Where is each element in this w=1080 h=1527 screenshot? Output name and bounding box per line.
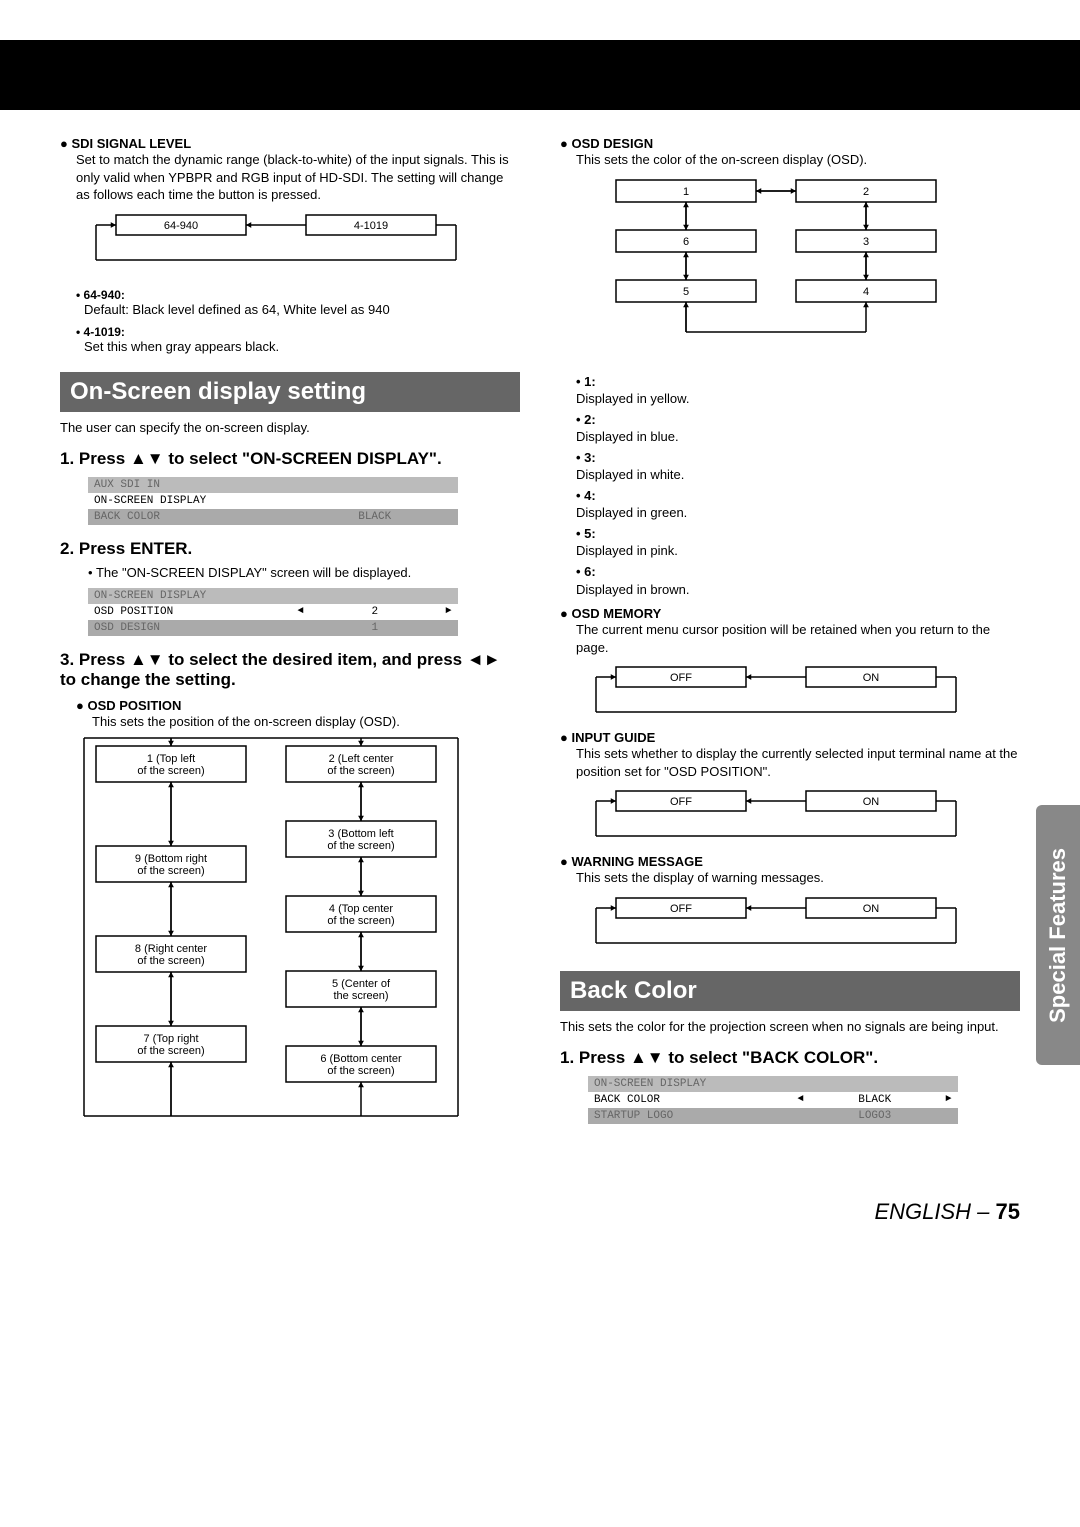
warning-message-diagram: OFF ON [576,893,1020,953]
svg-text:1 (Top left: 1 (Top left [147,753,195,765]
side-tab-label: Special Features [1045,848,1071,1023]
svg-text:6: 6 [683,236,689,248]
svg-text:2 (Left center: 2 (Left center [329,753,394,765]
osd-color-list: • 1:Displayed in yellow.• 2:Displayed in… [576,373,1020,599]
section-onscreen-display: On-Screen display setting [60,372,520,412]
section-back-color: Back Color [560,971,1020,1011]
footer: ENGLISH – 75 [60,1199,1020,1225]
svg-text:of the screen): of the screen) [327,840,394,852]
step2: 2. Press ENTER. [60,539,520,559]
back-color-intro: This sets the color for the projection s… [560,1019,1020,1034]
svg-text:of the screen): of the screen) [137,955,204,967]
osd-design-body: This sets the color of the on-screen dis… [576,151,1020,169]
svg-text:1: 1 [683,186,689,198]
svg-text:3: 3 [863,236,869,248]
opt2-desc: Set this when gray appears black. [84,339,520,354]
warning-message-body: This sets the display of warning message… [576,869,1020,887]
sdi-flow-diagram: 64-940 4-1019 [76,210,520,280]
svg-text:OFF: OFF [670,672,692,684]
back-color-step1: 1. Press ▲▼ to select "BACK COLOR". [560,1048,1020,1068]
osd-position-header: OSD POSITION [76,698,520,713]
osd-position-diagram: 1 (Top leftof the screen)9 (Bottom right… [76,736,520,1169]
svg-text:5 (Center of: 5 (Center of [332,978,391,990]
input-guide-header: INPUT GUIDE [560,730,1020,745]
svg-text:OFF: OFF [670,796,692,808]
svg-text:9 (Bottom right: 9 (Bottom right [135,853,207,865]
menu-table-1: AUX SDI INON-SCREEN DISPLAYBACK COLORBLA… [88,477,458,525]
osd-memory-body: The current menu cursor position will be… [576,621,1020,656]
side-tab: Special Features [1036,805,1080,1065]
warning-message-header: WARNING MESSAGE [560,854,1020,869]
menu-table-2: ON-SCREEN DISPLAYOSD POSITION◄2►OSD DESI… [88,588,458,636]
opt2-title: 4-1019: [76,325,520,339]
svg-text:6 (Bottom center: 6 (Bottom center [320,1053,402,1065]
osd-memory-diagram: OFF ON [576,662,1020,722]
svg-text:ON: ON [863,672,880,684]
svg-text:of the screen): of the screen) [327,765,394,777]
osd-memory-header: OSD MEMORY [560,606,1020,621]
step2-sub: The "ON-SCREEN DISPLAY" screen will be d… [88,565,520,580]
osd-position-body: This sets the position of the on-screen … [92,713,520,731]
svg-text:7 (Top right: 7 (Top right [143,1033,198,1045]
osd-design-header: OSD DESIGN [560,136,1020,151]
svg-text:ON: ON [863,796,880,808]
opt1-title: 64-940: [76,288,520,302]
footer-page: 75 [996,1199,1020,1224]
footer-lang: ENGLISH [874,1199,971,1224]
osd-design-diagram: 1 2 3 4 5 6 [576,175,1020,365]
sdi-body: Set to match the dynamic range (black-to… [76,151,520,204]
svg-text:64-940: 64-940 [164,220,198,232]
svg-text:2: 2 [863,186,869,198]
step3: 3. Press ▲▼ to select the desired item, … [60,650,520,690]
opt1-desc: Default: Black level defined as 64, Whit… [84,302,520,317]
svg-text:4-1019: 4-1019 [354,220,388,232]
svg-text:8 (Right center: 8 (Right center [135,943,207,955]
sdi-signal-level-header: SDI SIGNAL LEVEL [60,136,520,151]
header-banner [0,40,1080,110]
svg-text:4: 4 [863,286,869,298]
svg-text:of the screen): of the screen) [137,765,204,777]
svg-text:4 (Top center: 4 (Top center [329,903,394,915]
menu-table-3: ON-SCREEN DISPLAYBACK COLOR◄BLACK►STARTU… [588,1076,958,1124]
input-guide-diagram: OFF ON [576,786,1020,846]
svg-text:of the screen): of the screen) [327,915,394,927]
svg-text:of the screen): of the screen) [137,865,204,877]
section-intro: The user can specify the on-screen displ… [60,420,520,435]
svg-text:3 (Bottom left: 3 (Bottom left [328,828,393,840]
svg-text:of the screen): of the screen) [137,1045,204,1057]
svg-text:5: 5 [683,286,689,298]
svg-text:of the screen): of the screen) [327,1065,394,1077]
svg-text:the screen): the screen) [333,990,388,1002]
svg-text:ON: ON [863,903,880,915]
svg-text:OFF: OFF [670,903,692,915]
step1: 1. Press ▲▼ to select "ON-SCREEN DISPLAY… [60,449,520,469]
input-guide-body: This sets whether to display the current… [576,745,1020,780]
